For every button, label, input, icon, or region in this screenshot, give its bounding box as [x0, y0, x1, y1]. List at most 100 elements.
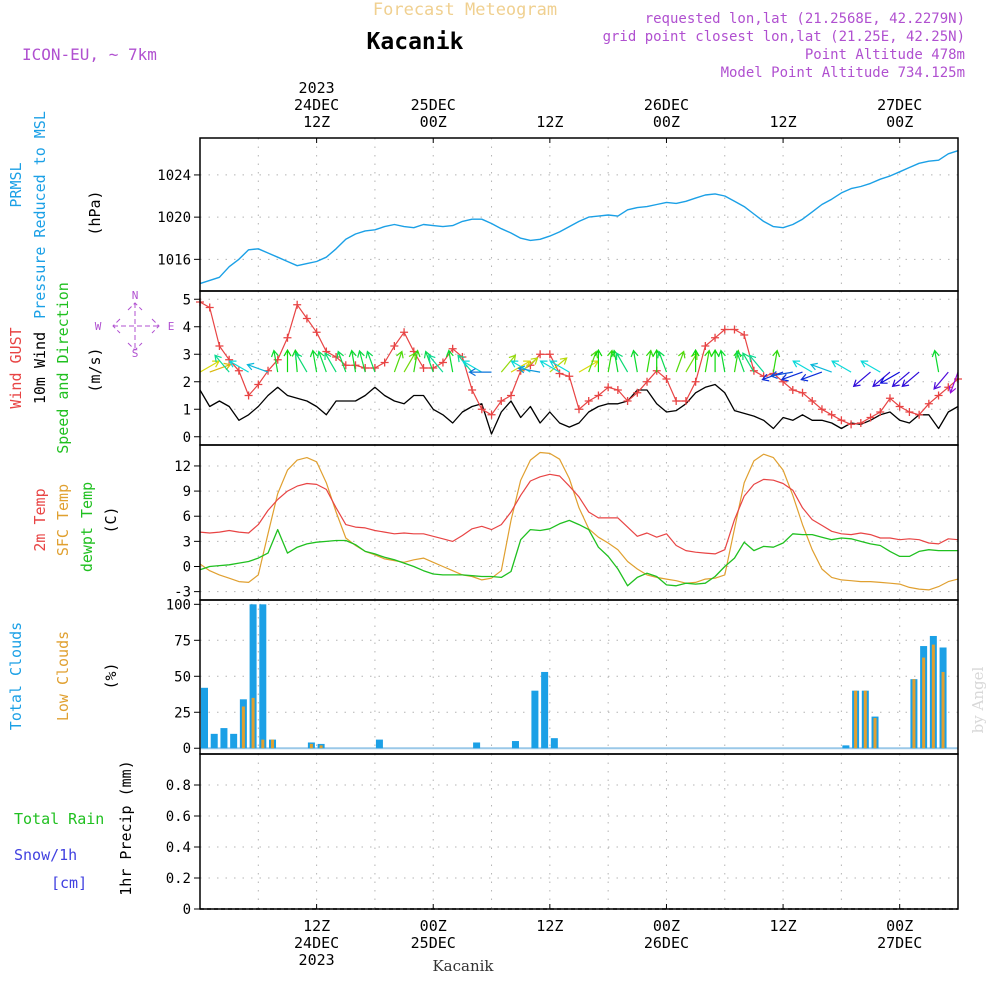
wind-gust-marker: [924, 399, 933, 408]
wind-direction-arrow: [393, 350, 404, 373]
total-cloud-bar: [511, 741, 519, 749]
total-cloud-bar: [201, 687, 208, 749]
wind-gust-marker: [856, 419, 865, 427]
wind-gust-marker: [400, 328, 409, 337]
wind-gust-marker: [613, 386, 622, 394]
wind-direction-arrow: [772, 349, 781, 373]
top-time-label: 00Z: [653, 113, 680, 131]
watermark: by Angel: [969, 666, 987, 733]
bottom-time-label: 25DEC: [411, 934, 456, 952]
wind-gust-marker: [827, 410, 836, 419]
total-cloud-bar: [230, 733, 238, 749]
wind-gust-marker: [390, 342, 399, 350]
pressure-label: Pressure Reduced to MSL: [31, 111, 49, 319]
y-tick-label: 25: [174, 705, 191, 721]
wind-gust-marker: [788, 386, 797, 394]
wind-gust-marker: [915, 410, 924, 419]
wind-gust-marker: [419, 364, 428, 372]
bottom-time-label: 24DEC: [294, 934, 339, 952]
wind-direction-arrow: [295, 352, 308, 373]
y-tick-label: 2: [183, 375, 191, 391]
gridpoint-coordinates: grid point closest lon,lat (21.25E, 42.2…: [603, 29, 965, 45]
wind-direction-arrow: [228, 360, 249, 373]
wind-direction-arrow: [860, 360, 881, 373]
wind-direction-arrow: [780, 371, 803, 382]
low-cloud-bar: [941, 671, 945, 749]
low-cloud-bar: [241, 706, 245, 749]
total-rain-label: Total Rain: [14, 810, 104, 828]
temp-dewpt-label: dewpt Temp: [78, 482, 96, 572]
wind-direction-arrow: [711, 348, 720, 373]
total-cloud-bar: [220, 728, 228, 749]
y-tick-label: 1024: [157, 168, 191, 184]
low-clouds-label: Low Clouds: [54, 631, 72, 721]
wind-gust-marker: [584, 397, 593, 405]
wind-gust-marker: [293, 300, 302, 309]
y-tick-label: 1020: [157, 210, 191, 226]
wind-speed-line: [199, 383, 959, 435]
wind-gust-marker: [575, 405, 583, 414]
low-cloud-bar: [912, 679, 916, 749]
wind-gust-marker: [380, 358, 389, 367]
wind-gust-marker: [438, 358, 447, 367]
wind-gust-marker: [332, 353, 341, 361]
top-time-label: 25DEC: [411, 96, 456, 114]
wind-gust-marker: [506, 391, 515, 400]
wind-gust-marker: [837, 416, 846, 425]
y-tick-label: 0.2: [166, 871, 191, 887]
wind-gust-marker: [351, 361, 360, 370]
y-tick-label: 100: [166, 597, 191, 613]
wind-unit-label: (m/s): [86, 347, 104, 392]
wind-gust-marker: [720, 325, 729, 334]
wind-gust-marker: [847, 420, 856, 429]
wind-gust-marker: [283, 333, 292, 342]
low-cloud-bar: [309, 743, 313, 749]
wind-gust-marker: [691, 377, 700, 386]
top-time-label: 12Z: [536, 113, 563, 131]
wind-gust-marker: [604, 383, 613, 392]
wind-direction-arrow: [468, 368, 492, 377]
wind-gust-marker: [565, 372, 574, 381]
wind-direction-arrow: [657, 350, 668, 373]
wind-direction-arrow: [901, 371, 920, 388]
wind-direction-arrow: [445, 349, 454, 373]
wind-direction-arrow: [691, 348, 700, 373]
pressure-unit-label: (hPa): [86, 190, 104, 235]
wind-direction-arrow: [792, 360, 813, 373]
wind-gust-marker: [798, 388, 807, 397]
total-cloud-bar: [531, 690, 539, 749]
wind-direction-arrow: [209, 362, 232, 373]
wind-gust-marker: [215, 342, 224, 350]
y-tick-label: 9: [183, 484, 191, 500]
wind-gust-marker: [885, 394, 894, 403]
y-tick-label: 0: [183, 741, 191, 757]
wind-direction-arrow: [852, 371, 871, 388]
bottom-time-label: 26DEC: [644, 934, 689, 952]
grid-layer: [200, 138, 958, 910]
top-time-label: 26DEC: [644, 96, 689, 114]
wind-gust-marker: [701, 342, 710, 350]
wind-direction-arrow: [748, 354, 765, 373]
wind-direction-arrow: [578, 360, 600, 373]
wind-gust-marker: [448, 344, 457, 353]
bottom-time-label: 2023: [299, 951, 335, 969]
wind-gust-marker: [905, 408, 914, 416]
wind-direction-arrow: [594, 348, 603, 373]
wind-gust-marker: [302, 314, 311, 323]
wind-direction-arrow: [879, 371, 900, 384]
snow-unit-label: [cm]: [51, 874, 87, 892]
compass-n: N: [132, 289, 139, 302]
wind-gust-marker: [662, 375, 671, 383]
wind-direction-arrow: [734, 350, 745, 373]
total-cloud-bar: [541, 671, 549, 749]
total-cloud-bar: [375, 739, 383, 749]
model-label: ICON-EU, ~ 7km: [22, 45, 157, 64]
y-tick-label: 5: [183, 292, 191, 308]
total-cloud-bar: [842, 745, 850, 749]
axis-labels: 101610201024012345-3036912025507510000.2…: [157, 79, 922, 969]
low-cloud-bar: [931, 644, 935, 749]
top-time-label: 12Z: [303, 113, 330, 131]
y-tick-label: 50: [174, 669, 191, 685]
bottom-time-label: 27DEC: [877, 934, 922, 952]
compass-w: W: [95, 320, 102, 333]
